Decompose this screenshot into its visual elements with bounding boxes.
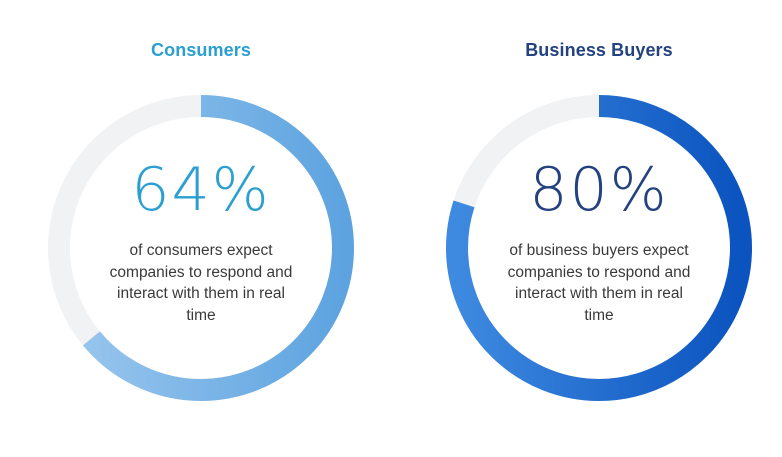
business-buyers-description: of business buyers expect companies to r… [507, 242, 691, 324]
business-buyers-donut-svg [446, 95, 752, 401]
consumers-panel: Consumers 64% of consumers expect compan… [36, 0, 366, 457]
business-buyers-panel: Business Buyers 80% of business buyers e… [434, 0, 764, 457]
consumers-donut-svg [48, 95, 354, 401]
consumers-title: Consumers [151, 40, 251, 60]
consumers-donut [36, 83, 366, 413]
business-buyers-donut [434, 83, 764, 413]
consumers-description: of consumers expect companies to respond… [109, 242, 293, 324]
business-buyers-title: Business Buyers [525, 40, 673, 60]
consumers-donut-arc [48, 95, 354, 401]
business-buyers-percentage: 80% [529, 155, 669, 225]
business-buyers-donut-arc [446, 95, 752, 401]
consumers-percentage: 64% [131, 155, 271, 225]
